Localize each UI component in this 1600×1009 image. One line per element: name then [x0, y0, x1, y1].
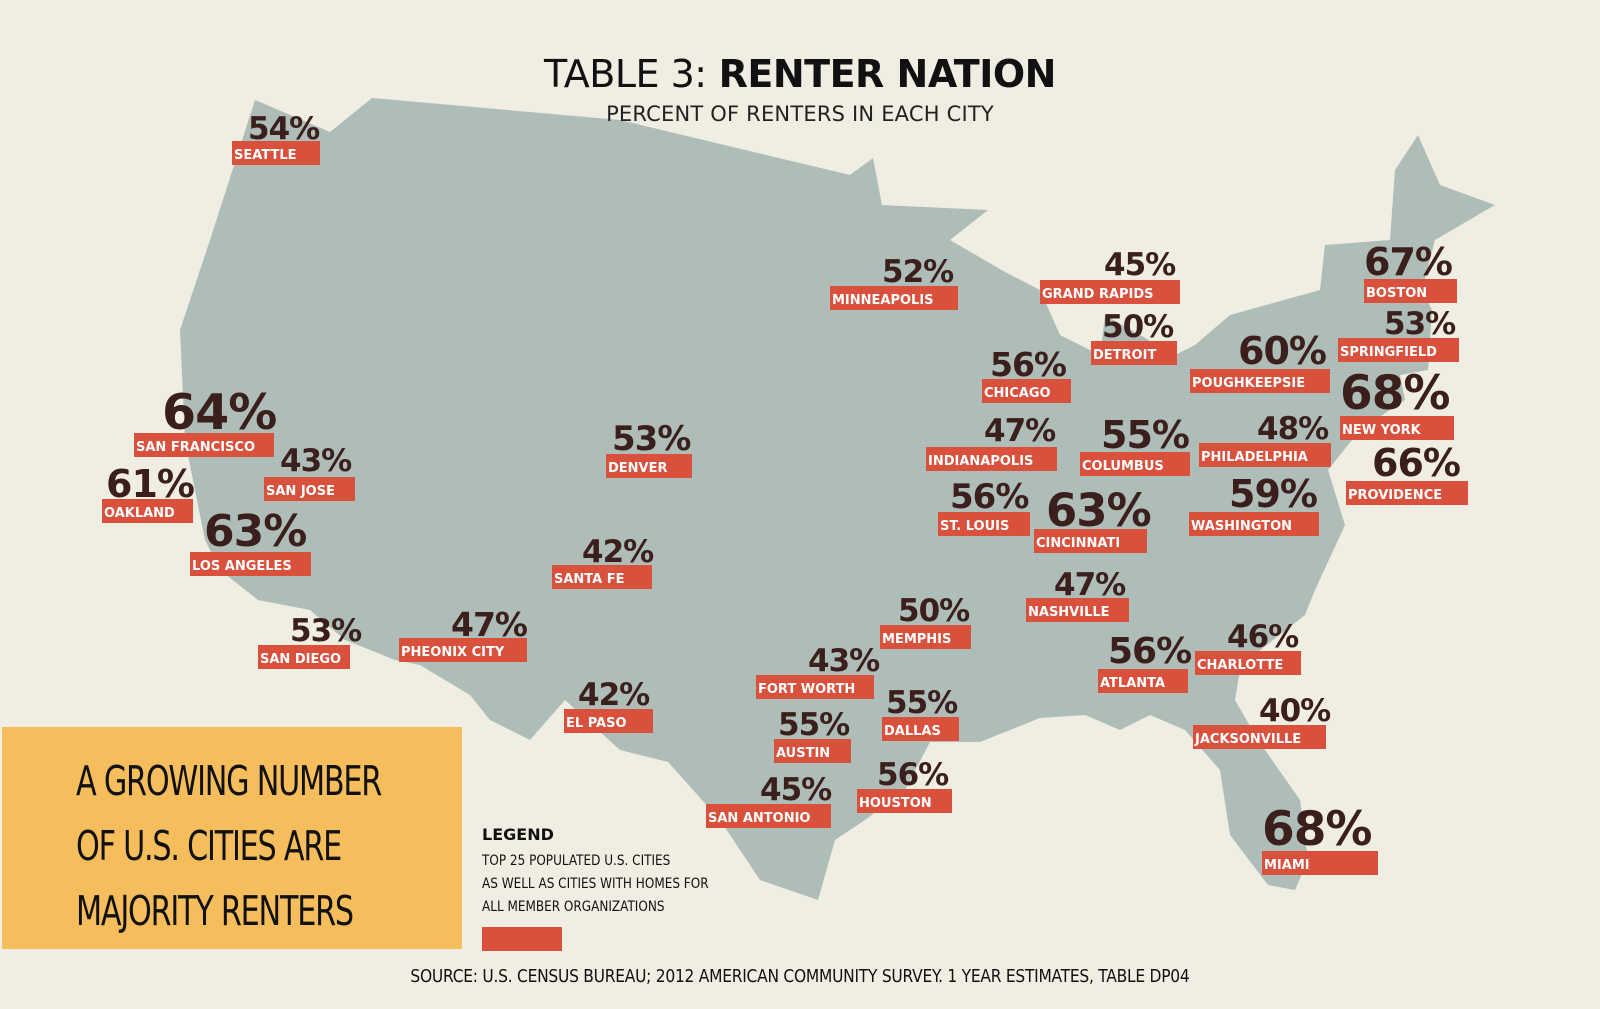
city-label: DETROIT — [1091, 341, 1177, 365]
city-percent: 45% — [760, 772, 832, 808]
city-label: SPRINGFIELD — [1338, 338, 1459, 362]
title-main: RENTER NATION — [718, 52, 1057, 96]
city-label: SAN JOSE — [264, 477, 355, 501]
city-label: LOS ANGELES — [190, 552, 311, 576]
legend-swatch — [482, 927, 562, 951]
source-text: SOURCE: U.S. CENSUS BUREAU; 2012 AMERICA… — [410, 966, 1190, 987]
city-label: CHICAGO — [982, 379, 1071, 403]
city-percent: 43% — [808, 643, 880, 679]
city-percent: 50% — [898, 593, 970, 629]
city-label: AUSTIN — [774, 739, 851, 763]
city-percent: 48% — [1257, 411, 1329, 447]
city-percent: 42% — [582, 534, 654, 570]
city-percent: 55% — [778, 707, 850, 743]
city-percent: 61% — [106, 462, 195, 506]
city-label: BOSTON — [1364, 279, 1457, 303]
city-label: MEMPHIS — [880, 625, 971, 649]
city-label: SEATTLE — [232, 141, 320, 165]
banner-line: OF U.S. CITIES ARE — [76, 822, 342, 870]
banner-line: A GROWING NUMBER — [76, 757, 382, 805]
city-percent: 46% — [1227, 619, 1299, 655]
city-percent: 43% — [280, 443, 352, 479]
city-percent: 53% — [612, 419, 691, 459]
city-percent: 42% — [578, 677, 650, 713]
city-label: EL PASO — [564, 709, 653, 733]
headline-banner: A GROWING NUMBER OF U.S. CITIES ARE MAJO… — [2, 727, 462, 949]
city-label: MIAMI — [1262, 851, 1378, 875]
city-label: FORT WORTH — [756, 675, 874, 699]
us-map-shape — [180, 98, 1495, 900]
city-label: DENVER — [606, 454, 692, 478]
city-percent: 63% — [204, 506, 307, 557]
city-label: DALLAS — [882, 717, 959, 741]
legend-text: AS WELL AS CITIES WITH HOMES FOR — [482, 876, 709, 892]
city-percent: 56% — [1108, 631, 1192, 672]
banner-line: MAJORITY RENTERS — [76, 887, 354, 935]
city-percent: 53% — [1384, 306, 1456, 342]
city-label: JACKSONVILLE — [1193, 725, 1326, 749]
legend-text: TOP 25 POPULATED U.S. CITIES — [482, 853, 671, 869]
legend-title: LEGEND — [482, 825, 554, 844]
city-label: NASHVILLE — [1026, 598, 1129, 622]
city-percent: 40% — [1259, 693, 1331, 729]
city-label: CINCINNATI — [1034, 529, 1147, 553]
page-title: TABLE 3: RENTER NATION — [0, 52, 1600, 96]
city-percent: 56% — [877, 757, 949, 793]
city-percent: 55% — [1101, 413, 1190, 457]
city-percent: 47% — [984, 413, 1056, 449]
city-label: POUGHKEEPSIE — [1190, 369, 1330, 393]
city-label: PHEONIX CITY — [399, 638, 527, 662]
city-percent: 50% — [1102, 309, 1174, 345]
city-label: SANTA FE — [552, 565, 652, 589]
city-percent: 59% — [1229, 472, 1318, 516]
city-label: ST. LOUIS — [938, 512, 1030, 536]
city-percent: 68% — [1340, 366, 1450, 421]
city-percent: 56% — [950, 477, 1029, 517]
city-label: MINNEAPOLIS — [830, 286, 958, 310]
city-percent: 56% — [990, 345, 1067, 384]
city-percent: 47% — [451, 605, 528, 644]
title-prefix: TABLE 3: — [544, 52, 707, 96]
city-label: CHARLOTTE — [1195, 651, 1301, 675]
city-percent: 64% — [162, 384, 277, 441]
legend: LEGEND TOP 25 POPULATED U.S. CITIES AS W… — [482, 825, 745, 951]
title-block: TABLE 3: RENTER NATION PERCENT OF RENTERS… — [0, 52, 1600, 126]
city-percent: 45% — [1104, 247, 1176, 283]
city-percent: 47% — [1054, 567, 1126, 603]
city-label: SAN DIEGO — [258, 645, 350, 669]
city-label: PROVIDENCE — [1346, 481, 1468, 505]
city-label: SAN FRANCISCO — [134, 433, 274, 457]
city-label: ATLANTA — [1098, 669, 1188, 693]
city-label: HOUSTON — [857, 789, 952, 813]
city-label: WASHINGTON — [1189, 512, 1319, 536]
legend-text: ALL MEMBER ORGANIZATIONS — [482, 899, 665, 915]
city-percent: 67% — [1364, 240, 1453, 284]
city-percent: 63% — [1046, 484, 1152, 537]
source-note: SOURCE: U.S. CENSUS BUREAU; 2012 AMERICA… — [0, 966, 1600, 987]
city-label: COLUMBUS — [1080, 452, 1190, 476]
page-subtitle: PERCENT OF RENTERS IN EACH CITY — [606, 102, 994, 126]
city-label: OAKLAND — [102, 499, 193, 523]
city-percent: 55% — [886, 685, 958, 721]
city-percent: 52% — [882, 254, 954, 290]
city-label: SAN ANTONIO — [706, 804, 831, 828]
city-label: NEW YORK — [1340, 416, 1454, 440]
city-percent: 68% — [1262, 802, 1372, 857]
city-label: INDIANAPOLIS — [926, 447, 1057, 471]
city-percent: 60% — [1238, 329, 1327, 373]
city-label: GRAND RAPIDS — [1040, 280, 1180, 304]
city-percent: 53% — [290, 613, 362, 649]
city-percent: 66% — [1372, 441, 1461, 485]
city-label: PHILADELPHIA — [1199, 443, 1331, 467]
city-percent: 54% — [248, 111, 320, 147]
